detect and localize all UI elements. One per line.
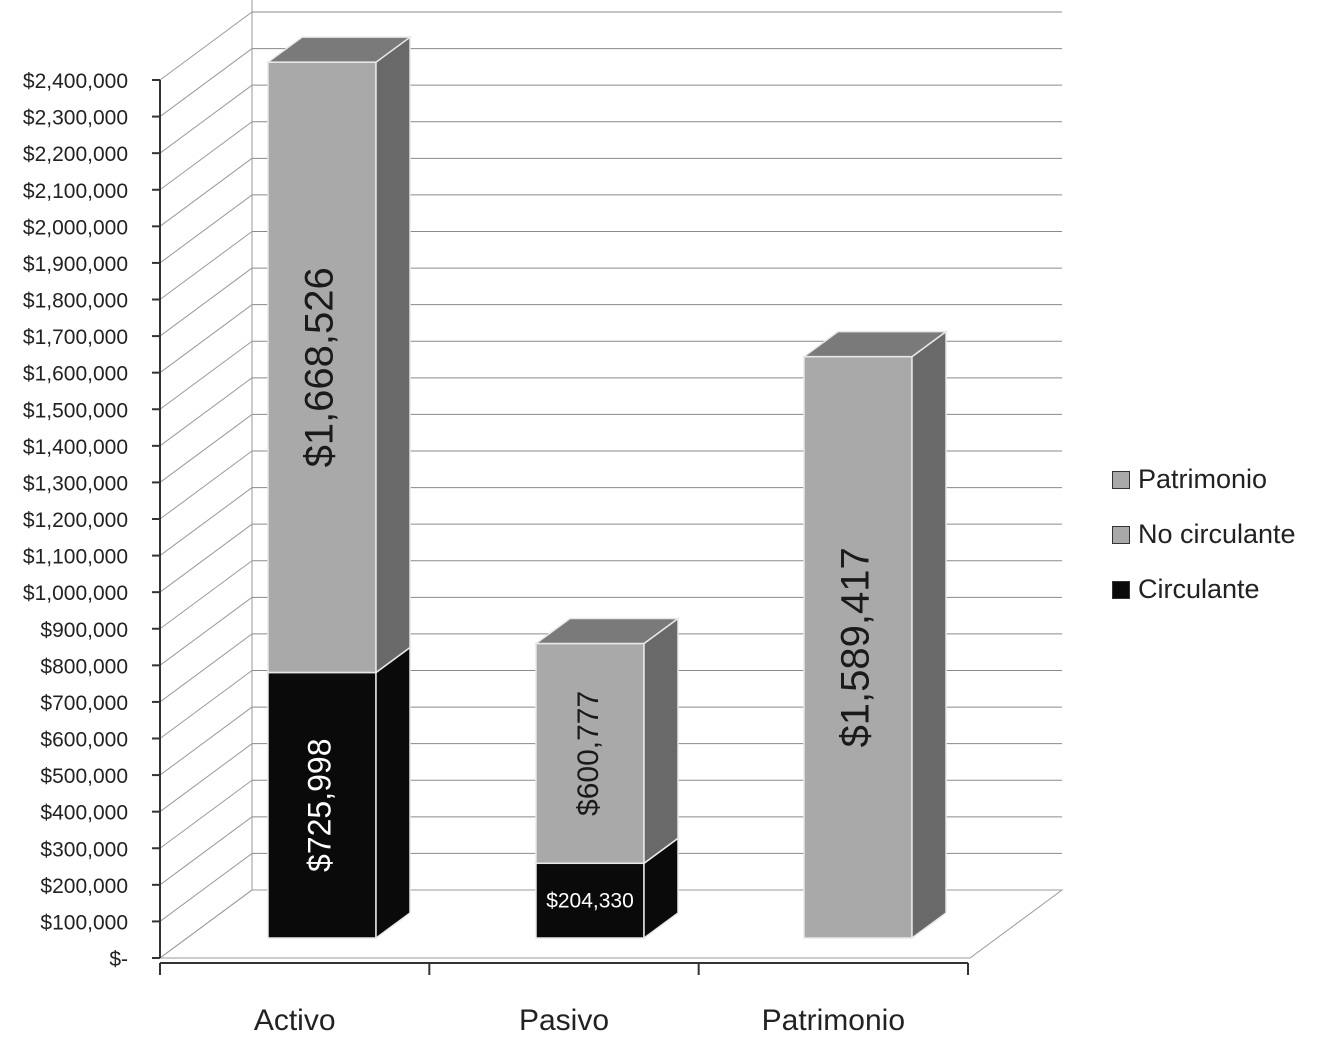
legend-label-no-circulante: No circulante: [1138, 519, 1296, 549]
bar-side: [375, 645, 411, 940]
bar-top: [801, 330, 949, 358]
y-tick-label: $1,000,000: [23, 582, 128, 605]
legend-item-circulante: Circulante: [1112, 562, 1296, 617]
wall-diagonal: [159, 779, 253, 849]
data-label: $204,330: [546, 890, 634, 913]
y-tick-label: $100,000: [40, 911, 128, 934]
floor: [158, 889, 1064, 959]
legend-swatch-no-circulante: [1112, 525, 1130, 544]
wall-diagonal: [159, 377, 253, 447]
y-tick-label: $2,000,000: [23, 216, 128, 239]
y-tick-label: $500,000: [40, 765, 128, 788]
legend: Patrimonio No circulante Circulante: [1112, 452, 1296, 617]
wall-diagonal: [159, 450, 253, 520]
y-tick-label: $1,900,000: [23, 253, 128, 276]
y-tick-label: $-: [109, 948, 128, 971]
x-tick-label: Pasivo: [519, 1004, 609, 1037]
wall-diagonal: [159, 487, 253, 556]
data-label: $1,668,526: [298, 267, 342, 467]
bar-side: [911, 330, 947, 940]
bar-front: [535, 862, 645, 939]
legend-item-patrimonio: Patrimonio: [1112, 452, 1296, 507]
wall-diagonal: [159, 157, 253, 227]
wall-diagonal: [159, 121, 253, 191]
wall-diagonal: [159, 853, 253, 922]
data-label: $1,589,417: [834, 547, 878, 747]
legend-item-no-circulante: No circulante: [1112, 507, 1296, 562]
legend-label-circulante: Circulante: [1138, 574, 1260, 604]
wall-diagonal: [159, 560, 253, 630]
y-tick-label: $1,300,000: [23, 472, 128, 495]
wall-diagonal: [159, 706, 253, 776]
y-tick-label: $2,300,000: [23, 107, 128, 130]
y-tick-label: $400,000: [40, 802, 128, 825]
wall-diagonal: [159, 194, 253, 264]
wall-diagonal: [159, 84, 253, 154]
y-tick-label: $2,200,000: [23, 143, 128, 166]
y-tick-label: $1,100,000: [23, 546, 128, 569]
y-tick-label: $1,700,000: [23, 326, 128, 349]
wall-diagonal: [159, 48, 253, 117]
y-tick-label: $700,000: [40, 692, 128, 715]
legend-swatch-patrimonio: [1112, 470, 1130, 489]
bar-side: [375, 35, 411, 674]
wall-diagonal: [159, 231, 253, 300]
wall-diagonal: [159, 523, 253, 593]
y-tick-label: $1,600,000: [23, 363, 128, 386]
y-tick-label: $1,500,000: [23, 399, 128, 422]
y-tick-label: $1,400,000: [23, 436, 128, 459]
y-tick-label: $1,200,000: [23, 509, 128, 532]
data-label: $725,998: [301, 738, 337, 871]
wall-diagonal: [159, 816, 253, 886]
y-tick-label: $200,000: [40, 875, 128, 898]
wall-diagonal: [159, 633, 253, 703]
y-tick-label: $300,000: [40, 838, 128, 861]
bar-top: [533, 617, 681, 645]
x-tick-label: Patrimonio: [762, 1004, 905, 1037]
y-tick-label: $800,000: [40, 655, 128, 678]
y-tick-label: $600,000: [40, 729, 128, 752]
wall-diagonal: [159, 596, 253, 666]
y-tick-label: $1,800,000: [23, 290, 128, 313]
legend-label-patrimonio: Patrimonio: [1138, 464, 1268, 494]
y-tick-label: $2,400,000: [23, 70, 128, 93]
legend-swatch-circulante: [1112, 580, 1130, 599]
data-label: $600,777: [572, 691, 605, 816]
wall-diagonal: [159, 267, 253, 337]
y-tick-label: $2,100,000: [23, 180, 128, 203]
wall-diagonal: [159, 743, 253, 813]
bar-front: [267, 671, 377, 939]
wall-diagonal: [159, 670, 253, 739]
wall-diagonal: [159, 340, 253, 410]
bar-side: [643, 617, 679, 865]
x-tick-label: Activo: [254, 1004, 336, 1037]
y-tick-label: $900,000: [40, 619, 128, 642]
wall-diagonal: [159, 304, 253, 374]
bar-front: [267, 61, 377, 674]
wall-diagonal: [159, 414, 253, 483]
bar-top: [265, 36, 413, 63]
wall-diagonal: [159, 11, 253, 81]
